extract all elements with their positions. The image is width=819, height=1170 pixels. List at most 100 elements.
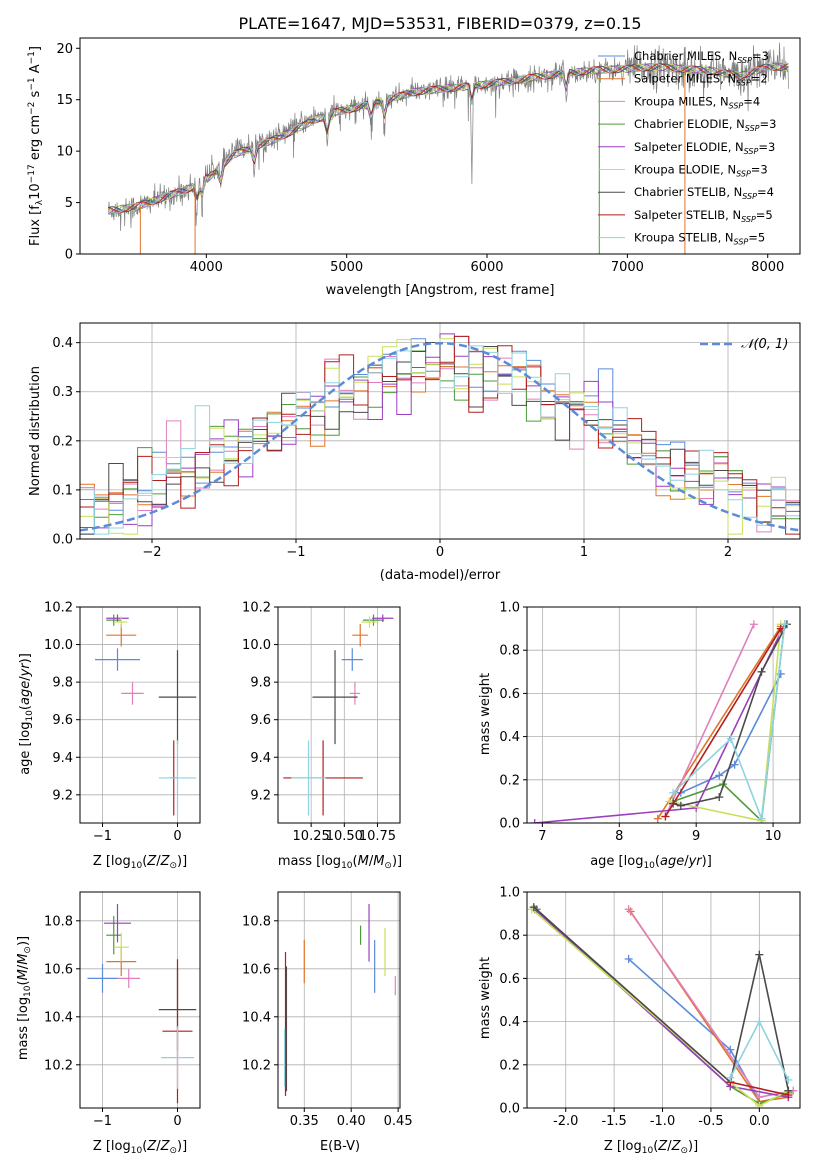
x-tick-label: 0 — [173, 1114, 181, 1129]
legend-label-kroupa-miles: Kroupa MILES, NSSP=4 — [634, 94, 760, 110]
legend-label-salpeter-elodie: Salpeter ELODIE, NSSP=3 — [634, 140, 775, 156]
x-tick-label: -1.5 — [601, 1114, 626, 1129]
figure-title: PLATE=1647, MJD=53531, FIBERID=0379, z=0… — [238, 14, 641, 33]
hist-ylabel: Normed distribution — [28, 366, 43, 496]
y-tick-label: 0.2 — [499, 1058, 520, 1073]
y-tick-label: 9.6 — [250, 713, 271, 728]
y-tick-label: 10.0 — [44, 638, 73, 653]
series-line — [672, 624, 786, 823]
x-tick-label: 0.35 — [290, 1114, 319, 1129]
errorbar-chabrier-elodie — [106, 614, 122, 626]
legend-label-kroupa-stelib: Kroupa STELIB, NSSP=5 — [634, 231, 765, 247]
ageZ-ylabel: age [log10(age/yr)] — [18, 653, 35, 775]
legend-label-gaussian: 𝒩(0, 1) — [741, 337, 788, 352]
errorbar-chabrier-miles — [87, 964, 118, 993]
y-tick-label: 9.4 — [250, 751, 271, 766]
legend-label-kroupa-elodie: Kroupa ELODIE, NSSP=3 — [634, 163, 768, 179]
x-tick-label: 7000 — [611, 260, 644, 275]
wZ-xlabel: Z [log10(Z/Z⊙)] — [604, 1139, 698, 1156]
plot-area — [527, 903, 798, 1108]
series-line — [672, 623, 788, 807]
y-tick-label: 10.2 — [242, 601, 271, 616]
plot-area — [107, 42, 789, 254]
errorbar-chabrier-elodie — [362, 614, 385, 626]
spectrum-legend: Chabrier MILES, NSSP=3 Salpeter MILES, NS… — [598, 49, 776, 247]
y-tick-label: 10.6 — [44, 962, 73, 977]
wAge-xlabel: age [log10(age/yr)] — [590, 854, 712, 871]
errorbar-chabrier-stelib — [312, 650, 358, 745]
plot-area — [283, 614, 394, 816]
axes-frame — [277, 891, 401, 1109]
errorbar-kroupa-elodie — [361, 616, 378, 628]
legend-label-chabrier-stelib: Chabrier STELIB, NSSP=4 — [634, 185, 774, 201]
x-tick-label: 2 — [724, 545, 732, 560]
y-tick-label: 9.2 — [52, 788, 73, 803]
x-tick-label: −1 — [93, 1114, 112, 1129]
errorbar-kroupa-stelib — [291, 740, 326, 816]
y-tick-label: 0.4 — [499, 1015, 520, 1030]
x-tick-label: 4000 — [190, 260, 223, 275]
y-tick-label: 0.6 — [499, 687, 520, 702]
mass-vs-extinction-panel: 0.35 0.40 0.45 10.2 10.4 10.6 10.8 — [242, 891, 413, 1129]
errorbar-chabrier-miles — [95, 648, 140, 671]
ageM-xlabel: mass [log10(M/M⊙)] — [278, 854, 402, 871]
errorbar-salpeter-elodie — [372, 614, 394, 623]
x-tick-label: 9 — [692, 829, 700, 844]
y-tick-label: 0 — [65, 248, 73, 263]
axes-frame — [79, 606, 201, 824]
errorbar-chabrier-elodie — [106, 916, 122, 955]
legend-label-salpeter-miles: Salpeter MILES, NSSP=2 — [634, 72, 768, 88]
model-spectrum-salpeter-elodie — [107, 62, 789, 215]
series-line — [534, 908, 789, 1098]
y-tick-label: 10.2 — [44, 1058, 73, 1073]
x-tick-label: 10.25 — [293, 829, 330, 844]
y-tick-label: 0.3 — [52, 385, 73, 400]
y-tick-label: 15 — [56, 93, 73, 108]
series-line — [672, 624, 786, 819]
histogram-kroupa-stelib — [80, 345, 800, 539]
plot-area — [87, 904, 197, 1104]
x-tick-label: -2.0 — [553, 1114, 578, 1129]
age-vs-metallicity-panel: −1 0 9.2 9.4 9.6 9.8 10.0 10.2 — [44, 601, 201, 844]
series-line — [531, 908, 789, 1107]
errorbar-chabrier-miles — [341, 648, 363, 671]
x-tick-label: 0 — [173, 829, 181, 844]
y-tick-label: 9.8 — [250, 676, 271, 691]
series-line — [664, 628, 782, 817]
y-tick-label: 10.4 — [44, 1010, 73, 1025]
x-tick-label: 0.40 — [337, 1114, 366, 1129]
weight-vs-age-panel: 7 8 9 10 0.0 0.2 0.4 0.6 0.8 1.0 — [499, 601, 801, 844]
x-tick-label: -0.5 — [698, 1114, 723, 1129]
y-tick-label: 10.0 — [242, 638, 271, 653]
y-tick-label: 0.2 — [499, 773, 520, 788]
x-tick-label: 0.45 — [384, 1114, 413, 1129]
y-tick-label: 0.2 — [52, 434, 73, 449]
y-tick-label: 0.8 — [499, 929, 520, 944]
errorbar-kroupa-miles — [349, 682, 361, 705]
errorbar-chabrier-stelib — [158, 650, 197, 745]
y-tick-label: 10.2 — [44, 601, 73, 616]
x-tick-label: 10 — [765, 829, 782, 844]
y-tick-label: 10.4 — [242, 1010, 271, 1025]
y-tick-label: 0.8 — [499, 644, 520, 659]
y-tick-label: 10.8 — [44, 914, 73, 929]
series-chabrier-stelib — [529, 903, 793, 1095]
model-spectrum-kroupa-stelib — [107, 62, 789, 214]
observed-spectrum-line — [107, 42, 789, 231]
errorbar-kroupa-stelib — [158, 740, 197, 816]
y-tick-label: 9.6 — [52, 713, 73, 728]
x-tick-label: 6000 — [470, 260, 503, 275]
errorbar-kroupa-elodie — [115, 616, 128, 628]
x-tick-label: 0.0 — [749, 1114, 770, 1129]
series-line — [657, 625, 782, 820]
massZ-ylabel: mass [log10(M/M⊙)] — [16, 936, 33, 1060]
y-tick-label: 0.0 — [52, 533, 73, 548]
series-line — [664, 623, 755, 817]
x-tick-label: −1 — [93, 829, 112, 844]
axes-frame — [79, 891, 201, 1109]
legend-label-chabrier-miles: Chabrier MILES, NSSP=3 — [634, 49, 769, 65]
errorbar-salpeter-miles — [352, 623, 369, 647]
y-tick-label: 20 — [56, 42, 73, 57]
series-salpeter-miles — [626, 907, 793, 1106]
